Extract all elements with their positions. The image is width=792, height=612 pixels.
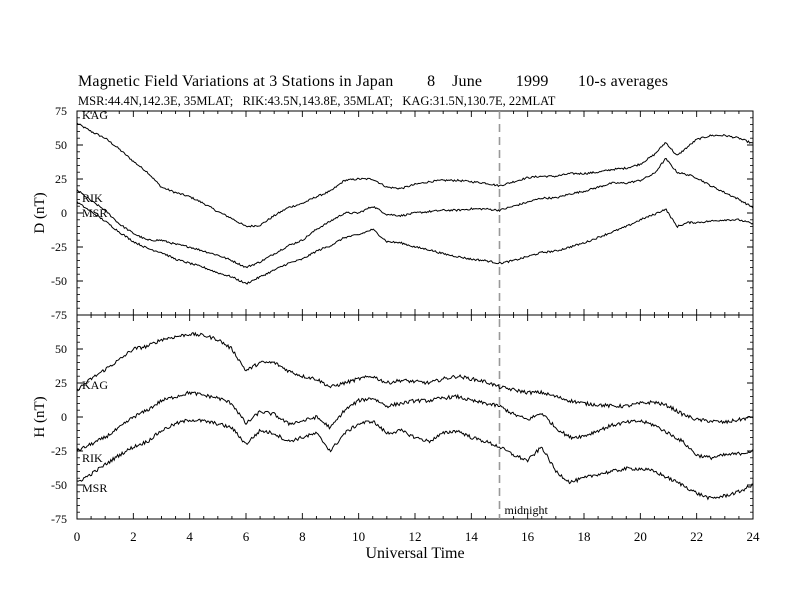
series-lines <box>76 122 754 501</box>
series-label-msr: MSR <box>82 481 107 495</box>
midnight-marker: midnight <box>498 111 549 519</box>
y-tick-label: -25 <box>51 240 67 254</box>
series-label-kag: KAG <box>82 378 108 392</box>
y-tick-label: 50 <box>55 342 67 356</box>
y-tick-label: -75 <box>51 512 67 526</box>
x-tick-label: 20 <box>634 529 647 544</box>
x-tick-label: 24 <box>747 529 761 544</box>
x-tick-label: 18 <box>578 529 591 544</box>
chart-title: Magnetic Field Variations at 3 Stations … <box>78 73 669 90</box>
y-tick-label: 0 <box>61 206 67 220</box>
x-tick-label: 6 <box>243 529 250 544</box>
x-tick-label: 16 <box>521 529 535 544</box>
series-line-kag-h <box>76 331 754 425</box>
series-label-msr: MSR <box>82 206 107 220</box>
y-axis-label: D (nT) <box>32 192 48 233</box>
x-tick-label: 2 <box>130 529 137 544</box>
series-label-kag: KAG <box>82 108 108 122</box>
series-line-rik-d <box>76 157 754 269</box>
y-tick-label: 50 <box>55 138 67 152</box>
series-line-msr-h <box>76 418 754 501</box>
y-tick-label: 25 <box>55 376 67 390</box>
x-tick-label: 14 <box>465 529 479 544</box>
x-axis-label: Universal Time <box>365 545 464 562</box>
y-tick-label: 75 <box>55 104 67 118</box>
y-tick-label: -50 <box>51 478 67 492</box>
panel-frame-1 <box>76 110 754 316</box>
axes: 75 50 25 0 -25 -50 -75 D (nT) 50 25 0 -25 -50 -75 H (n… <box>32 104 760 562</box>
series-line-kag-d <box>76 122 754 228</box>
chart-subtitle: MSR:44.4N,142.3E, 35MLAT; RIK:43.5N,143.… <box>78 94 556 108</box>
midnight-label: midnight <box>505 503 549 517</box>
x-tick-label: 8 <box>299 529 306 544</box>
y-tick-label: -25 <box>51 444 67 458</box>
x-tick-label: 4 <box>186 529 193 544</box>
y-tick-label: 0 <box>61 410 67 424</box>
y-tick-label: -50 <box>51 274 67 288</box>
x-tick-label: 22 <box>690 529 703 544</box>
panel-frame-2 <box>76 314 754 520</box>
y-axis-label: H (nT) <box>32 396 48 437</box>
y-tick-label: -75 <box>51 308 67 322</box>
y-tick-label: 25 <box>55 172 67 186</box>
series-label-rik: RIK <box>82 451 103 465</box>
x-tick-label: 12 <box>409 529 422 544</box>
series-line-msr-d <box>76 201 754 285</box>
series-label-rik: RIK <box>82 191 103 205</box>
x-tick-label: 10 <box>352 529 365 544</box>
series-line-rik-h <box>76 390 754 461</box>
x-tick-label: 0 <box>74 529 81 544</box>
